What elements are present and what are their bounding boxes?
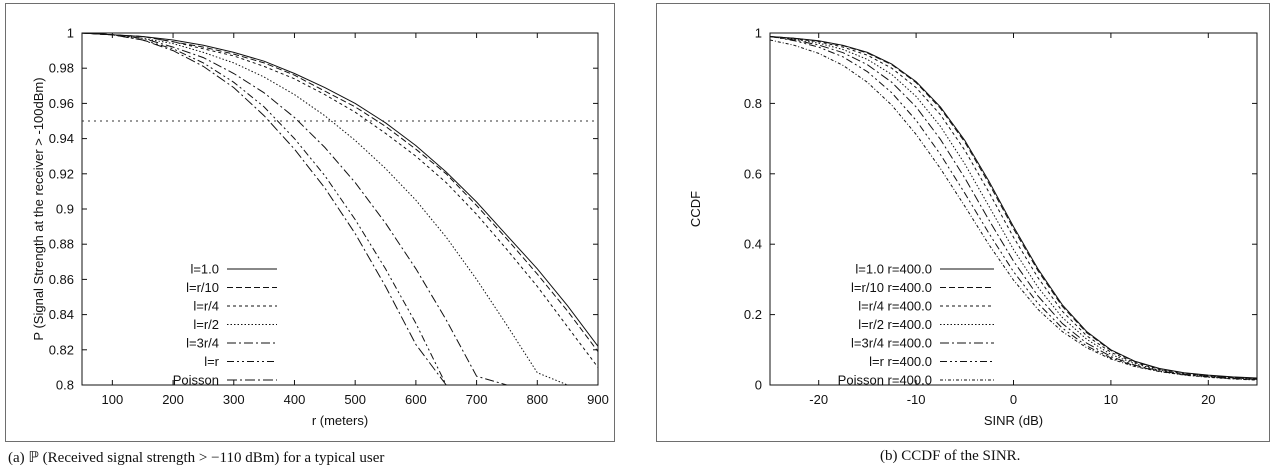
legend-label-3: l=r/2 r=400.0 <box>858 317 932 332</box>
legend-label-1: l=r/10 <box>186 280 219 295</box>
x-tick-label: 300 <box>223 392 245 407</box>
chart-panel-b: -20 -10 0 10 20 0 0.2 0.4 0.6 0.8 1 SINR (dB) CCDF l=… <box>656 3 1270 442</box>
legend-label-4: l=3r/4 <box>186 336 219 351</box>
series-line-3 <box>770 36 1257 380</box>
series-line-5 <box>82 33 471 385</box>
chart-panel-a: 100 200 300 400 500 600 700 800 900 0.8 0.82 0.84 0.… <box>5 3 615 442</box>
x-tick-label: 800 <box>526 392 548 407</box>
x-tick-label: 10 <box>1104 392 1118 407</box>
series-line-4 <box>770 36 1257 380</box>
series-line-6 <box>770 39 1257 381</box>
y-tick-label: 0.8 <box>744 96 762 111</box>
legend-label-4: l=3r/4 r=400.0 <box>851 336 932 351</box>
series-line-2 <box>770 36 1257 380</box>
y-tick-label: 0.98 <box>49 61 74 76</box>
legend-label-6: Poisson r=400.0 <box>838 373 932 388</box>
y-tick-label: 0.92 <box>49 166 74 181</box>
x-tick-label: 200 <box>162 392 184 407</box>
caption-b: (b) CCDF of the SINR. <box>880 448 1021 464</box>
y-tick-label: 0.6 <box>744 166 762 181</box>
y-tick-label: 0.88 <box>49 237 74 252</box>
series-group <box>770 36 1257 381</box>
x-axis-label: SINR (dB) <box>984 413 1043 428</box>
y-tick-label: 0.84 <box>49 307 74 322</box>
series-line-0 <box>770 36 1257 379</box>
series-group <box>82 33 598 385</box>
y-tick-label: 0.96 <box>49 96 74 111</box>
x-tick-label: 600 <box>405 392 427 407</box>
y-tick-label: 1 <box>67 26 74 41</box>
x-tick-label: 100 <box>102 392 124 407</box>
x-tick-label: 900 <box>587 392 609 407</box>
series-line-0 <box>82 33 598 347</box>
series-line-1 <box>82 33 598 352</box>
legend-label-0: l=1.0 <box>190 262 219 277</box>
series-line-2 <box>82 33 598 368</box>
legend-label-2: l=r/4 r=400.0 <box>858 299 932 314</box>
plot-frame <box>769 32 1258 386</box>
x-tick-label: -10 <box>907 392 926 407</box>
legend-label-6: Poisson <box>173 373 219 388</box>
y-tick-label: 0.94 <box>49 131 74 146</box>
legend-label-5: l=r <box>204 354 219 369</box>
y-axis-label: CCDF <box>688 191 703 227</box>
y-tick-label: 0 <box>755 378 762 393</box>
y-axis-label: P (Signal Strength at the receiver > -10… <box>31 77 46 340</box>
x-tick-label: 0 <box>1010 392 1017 407</box>
chart-b-svg: -20 -10 0 10 20 0 0.2 0.4 0.6 0.8 1 SINR (dB) CCDF l=… <box>688 26 1258 428</box>
chart-a-svg: 100 200 300 400 500 600 700 800 900 0.8 0.82 0.84 0.… <box>31 26 609 429</box>
y-tick-label: 0.82 <box>49 342 74 357</box>
legend-label-5: l=r r=400.0 <box>869 354 932 369</box>
x-axis-label: r (meters) <box>312 413 368 428</box>
series-line-1 <box>770 36 1257 379</box>
y-tick-label: 0.4 <box>744 237 762 252</box>
x-tick-label: -20 <box>809 392 828 407</box>
x-tick-label: 500 <box>344 392 366 407</box>
series-line-3 <box>82 33 568 385</box>
caption-a: (a) ℙ (Received signal strength > −110 d… <box>8 450 385 466</box>
y-tick-label: 0.86 <box>49 272 74 287</box>
legend-label-0: l=1.0 r=400.0 <box>855 262 932 277</box>
series-line-5 <box>770 36 1257 381</box>
x-tick-label: 400 <box>284 392 306 407</box>
series-line-4 <box>82 33 523 385</box>
y-tick-label: 1 <box>755 26 762 41</box>
y-tick-label: 0.9 <box>56 202 74 217</box>
legend-label-1: l=r/10 r=400.0 <box>851 280 932 295</box>
series-line-6 <box>82 33 465 385</box>
legend-label-3: l=r/2 <box>193 317 219 332</box>
x-tick-label: 20 <box>1201 392 1215 407</box>
legend-label-2: l=r/4 <box>193 299 219 314</box>
y-tick-label: 0.2 <box>744 307 762 322</box>
y-tick-label: 0.8 <box>56 378 74 393</box>
plot-frame <box>81 32 599 386</box>
x-tick-label: 700 <box>466 392 488 407</box>
